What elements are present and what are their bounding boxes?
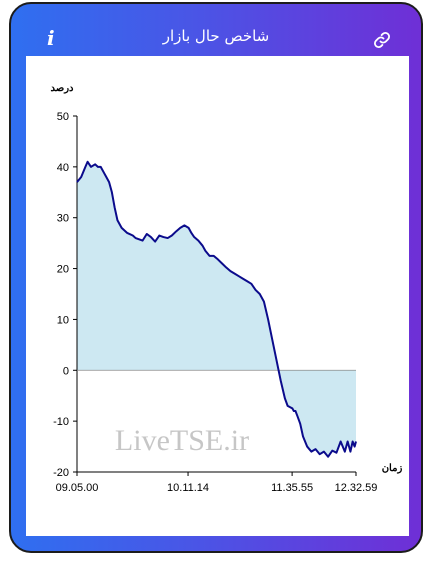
market-chart: 50 40 30 20 10 0 -10 -20 09.05.00 10.11.14 11.35.… [50,83,403,494]
link-icon[interactable] [373,31,391,49]
market-status-card: شاخص حال بازار i 50 40 30 20 10 0 -10 -20 09.05… [9,2,423,553]
y-tick-label: 0 [63,365,69,377]
chart-axes [73,115,357,476]
x-axis-label: زمان [382,463,403,474]
card-header: شاخص حال بازار i [11,4,421,56]
area-fill [77,161,356,457]
y-tick-label: 10 [57,314,69,326]
y-tick-label: 20 [57,264,69,276]
area-fill-layer [77,161,356,457]
info-icon[interactable]: i [47,26,55,50]
series-line [76,160,357,458]
series-line-layer [76,160,357,458]
x-tick-label: 09.05.00 [56,482,99,494]
card-title: شاخص حال بازار [162,27,270,45]
x-tick-label: 12.32.59 [335,482,378,494]
y-tick-label: 30 [57,213,69,225]
x-tick-label: 10.11.14 [167,482,209,494]
y-tick-label: 50 [57,111,69,123]
y-tick-label: 40 [57,162,69,174]
y-axis-label: درصد [50,83,74,94]
chart-panel: 50 40 30 20 10 0 -10 -20 09.05.00 10.11.14 11.35.… [26,56,409,536]
y-tick-labels: 50 40 30 20 10 0 -10 -20 [53,111,69,479]
y-tick-label: -10 [53,416,69,428]
x-tick-labels: 09.05.00 10.11.14 11.35.55 12.32.59 [56,482,378,494]
x-tick-label: 11.35.55 [271,482,313,494]
watermark: LiveTSE.ir [115,424,249,457]
y-tick-label: -20 [53,467,69,479]
